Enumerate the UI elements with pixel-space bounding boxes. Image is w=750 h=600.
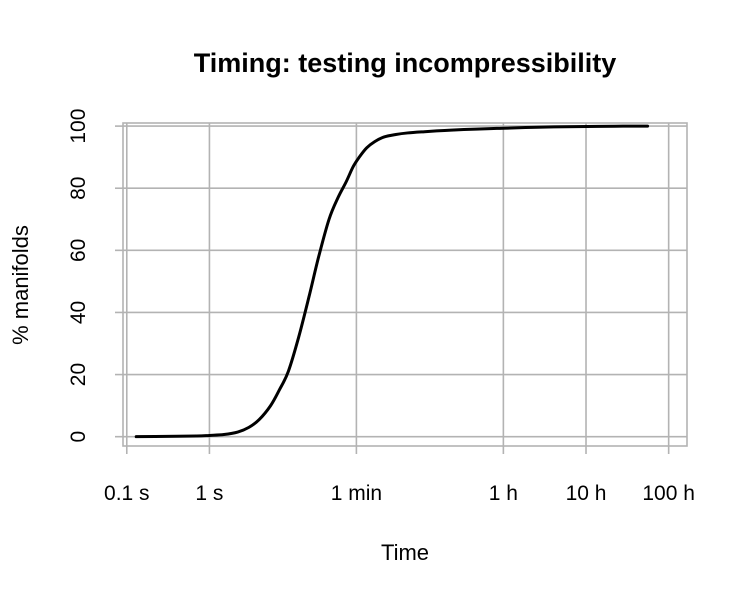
y-tick-label: 20 xyxy=(67,363,90,386)
y-tick-label: 60 xyxy=(67,239,90,262)
x-tick-label: 100 h xyxy=(642,482,695,505)
plot-frame xyxy=(122,122,688,447)
y-tick-label: 40 xyxy=(67,301,90,324)
series-line xyxy=(134,124,650,439)
x-tick-label: 10 h xyxy=(566,482,607,505)
y-axis-label: % manifolds xyxy=(8,225,33,345)
x-tick-label: 1 h xyxy=(489,482,518,505)
series-group xyxy=(134,124,650,439)
y-axis: 0 20 40 60 80 100 xyxy=(67,109,123,443)
y-tick-label: 80 xyxy=(67,177,90,200)
grid xyxy=(123,123,687,446)
x-axis-label: Time xyxy=(381,540,429,565)
chart-title: Timing: testing incompressibility xyxy=(194,48,617,78)
x-axis: 0.1 s 1 s 1 min 1 h 10 h 100 h xyxy=(104,446,695,505)
y-tick-label: 0 xyxy=(67,431,90,443)
x-tick-label: 1 min xyxy=(331,482,382,505)
x-tick-label: 1 s xyxy=(195,482,223,505)
x-tick-label: 0.1 s xyxy=(104,482,150,505)
y-tick-label: 100 xyxy=(67,109,90,144)
